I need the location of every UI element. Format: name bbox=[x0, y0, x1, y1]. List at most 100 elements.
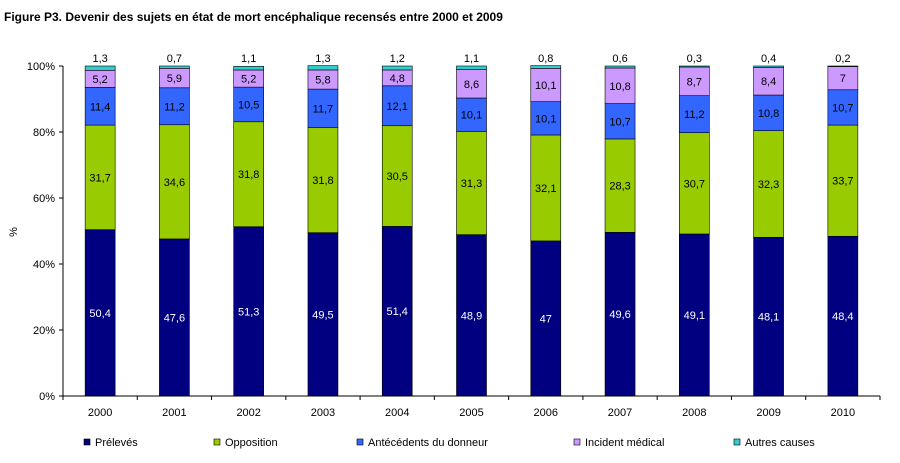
data-label: 48,4 bbox=[832, 311, 853, 323]
chart-title: Figure P3. Devenir des sujets en état de… bbox=[4, 10, 503, 24]
data-label: 0,7 bbox=[167, 53, 182, 65]
data-label: 49,6 bbox=[609, 309, 630, 321]
y-tick-label: 40% bbox=[33, 259, 55, 271]
data-label: 11,2 bbox=[684, 109, 705, 121]
data-label: 1,3 bbox=[315, 53, 330, 65]
data-label: 8,6 bbox=[464, 79, 479, 91]
y-axis-label: % bbox=[8, 227, 20, 237]
bar-segment bbox=[84, 87, 116, 126]
bar-segment bbox=[827, 124, 859, 237]
data-label: 30,7 bbox=[684, 178, 705, 190]
bar-segment bbox=[530, 68, 562, 102]
data-label: 31,3 bbox=[461, 178, 482, 190]
bar-segment bbox=[827, 89, 859, 126]
data-label: 5,9 bbox=[167, 73, 182, 85]
data-label: 8,4 bbox=[761, 76, 776, 88]
data-label: 34,6 bbox=[164, 177, 185, 189]
y-tick-label: 60% bbox=[33, 193, 55, 205]
x-tick-label: 2008 bbox=[682, 407, 706, 419]
data-label: 0,3 bbox=[687, 53, 702, 65]
x-tick-label: 2010 bbox=[831, 407, 855, 419]
legend-label: Antécédents du donneur bbox=[368, 437, 488, 449]
data-label: 10,1 bbox=[535, 80, 556, 92]
bar-segment bbox=[456, 131, 487, 235]
bar-segment bbox=[307, 127, 339, 233]
bar-segment bbox=[604, 103, 636, 140]
data-label: 10,7 bbox=[609, 116, 630, 128]
data-label: 1,3 bbox=[92, 53, 107, 65]
y-tick-label: 0% bbox=[39, 391, 55, 403]
axes: 0% 20% 40% 60% 80% 100% bbox=[27, 61, 881, 403]
data-label: 30,5 bbox=[387, 171, 408, 183]
bar-segment bbox=[307, 88, 339, 129]
data-label: 10,7 bbox=[832, 102, 853, 114]
data-label: 11,2 bbox=[164, 101, 185, 113]
bar-segment bbox=[753, 67, 784, 96]
bars bbox=[84, 65, 859, 397]
data-label: 10,1 bbox=[461, 110, 482, 122]
data-label: 10,8 bbox=[609, 81, 630, 93]
data-label: 49,5 bbox=[312, 309, 333, 321]
bar-segment bbox=[753, 130, 784, 238]
data-label: 49,1 bbox=[684, 310, 705, 322]
bar-segment bbox=[753, 236, 784, 397]
legend-label: Prélevés bbox=[95, 437, 138, 449]
x-tick-label: 2003 bbox=[311, 407, 335, 419]
data-label: 0,8 bbox=[538, 53, 553, 65]
x-tick-label: 2007 bbox=[608, 407, 632, 419]
bar-segment bbox=[159, 87, 190, 126]
bar-segment bbox=[456, 97, 487, 132]
data-label: 7 bbox=[840, 73, 846, 85]
data-label: 31,7 bbox=[89, 172, 110, 184]
data-label: 11,4 bbox=[90, 101, 111, 113]
x-tick-label: 2000 bbox=[88, 407, 112, 419]
data-label: 1,2 bbox=[390, 53, 405, 65]
data-label: 0,2 bbox=[835, 53, 850, 65]
bar-segment bbox=[679, 65, 710, 68]
bar-segment bbox=[604, 232, 636, 397]
data-label: 47 bbox=[540, 313, 552, 325]
bar-segment bbox=[827, 65, 859, 67]
legend-swatch bbox=[213, 438, 221, 446]
bar-segment bbox=[456, 65, 487, 70]
x-tick-label: 2002 bbox=[236, 407, 260, 419]
data-label: 1,1 bbox=[464, 53, 479, 65]
data-label: 33,7 bbox=[832, 176, 853, 188]
data-label: 32,3 bbox=[758, 179, 779, 191]
legend-swatch bbox=[356, 438, 364, 446]
data-label: 50,4 bbox=[89, 308, 110, 320]
y-tick-label: 20% bbox=[33, 325, 55, 337]
data-label: 28,3 bbox=[609, 181, 630, 193]
data-label: 10,8 bbox=[758, 108, 779, 120]
data-label: 10,1 bbox=[535, 113, 556, 125]
bar-segment bbox=[604, 65, 636, 69]
bar-segment bbox=[530, 101, 562, 136]
data-label: 47,6 bbox=[164, 312, 185, 324]
data-label: 5,2 bbox=[92, 74, 107, 86]
bar-segment bbox=[84, 229, 116, 397]
legend-swatch bbox=[733, 438, 741, 446]
bar-segment bbox=[233, 66, 264, 71]
data-label: 48,9 bbox=[461, 310, 482, 322]
y-tick-label: 100% bbox=[27, 61, 55, 73]
bar-segment bbox=[604, 138, 636, 233]
data-label: 31,8 bbox=[312, 175, 333, 187]
bar-segment bbox=[530, 240, 562, 397]
x-tick-label: 2001 bbox=[162, 407, 186, 419]
bar-segment bbox=[679, 132, 710, 235]
x-tick-label: 2009 bbox=[756, 407, 780, 419]
bar-segment bbox=[753, 65, 784, 68]
data-label: 11,7 bbox=[313, 103, 334, 115]
bar-segment bbox=[233, 226, 264, 397]
bar-segment bbox=[84, 65, 116, 71]
data-label: 48,1 bbox=[758, 312, 779, 324]
y-tick-label: 80% bbox=[33, 127, 55, 139]
bar-segment bbox=[233, 86, 264, 123]
data-label: 5,8 bbox=[315, 75, 330, 87]
data-label: 32,1 bbox=[535, 183, 556, 195]
bar-segment bbox=[381, 65, 413, 71]
bar-segment bbox=[307, 65, 339, 71]
data-label: 1,1 bbox=[241, 53, 256, 65]
bar-segment bbox=[530, 134, 562, 242]
data-label: 0,4 bbox=[761, 53, 776, 65]
